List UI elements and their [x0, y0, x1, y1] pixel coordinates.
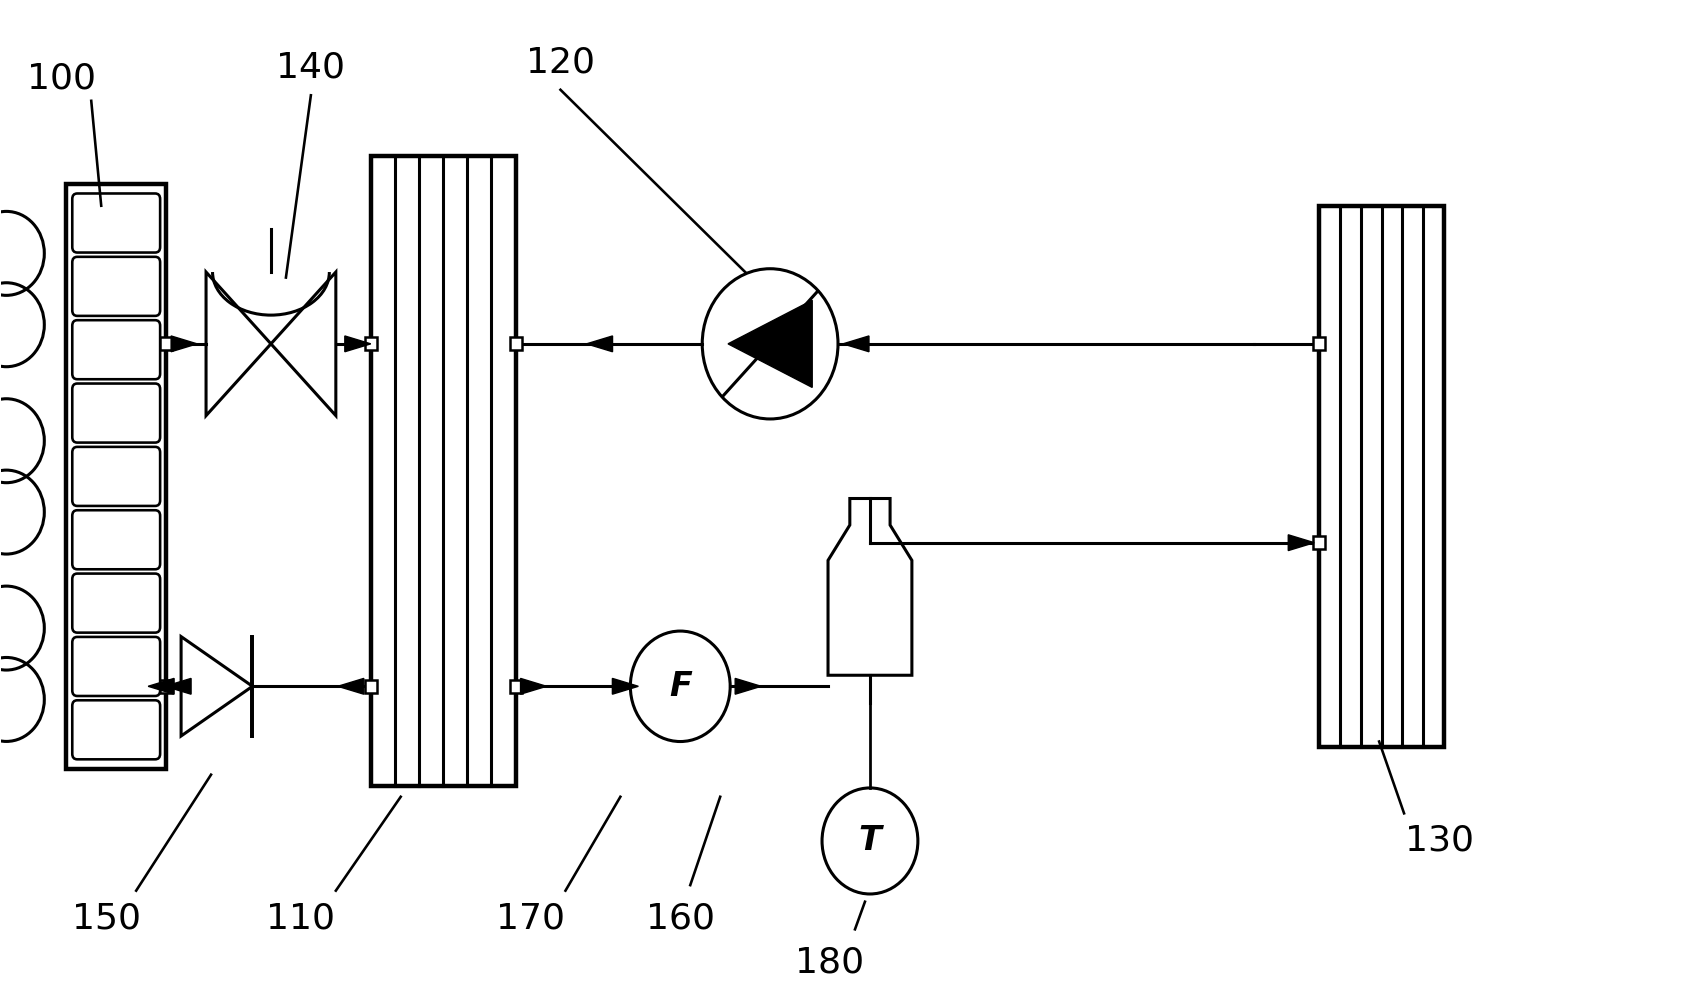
Polygon shape — [148, 678, 174, 694]
Bar — [364, 680, 376, 693]
Polygon shape — [844, 336, 869, 352]
Text: 170: 170 — [496, 901, 565, 935]
Bar — [1319, 205, 1444, 747]
Bar — [509, 337, 521, 351]
Polygon shape — [587, 336, 612, 352]
Text: 180: 180 — [796, 945, 864, 979]
Bar — [364, 337, 376, 351]
Bar — [160, 337, 172, 351]
Polygon shape — [612, 678, 638, 694]
Text: 100: 100 — [27, 62, 96, 96]
Polygon shape — [165, 678, 191, 694]
Text: 140: 140 — [277, 51, 346, 85]
Text: 160: 160 — [646, 901, 715, 935]
Text: 150: 150 — [73, 901, 140, 935]
Text: T: T — [859, 825, 881, 857]
Bar — [509, 680, 521, 693]
Bar — [160, 680, 172, 693]
Bar — [1312, 536, 1326, 549]
Text: 130: 130 — [1405, 824, 1473, 858]
Bar — [66, 183, 165, 769]
Polygon shape — [1289, 534, 1314, 550]
Bar — [371, 157, 516, 786]
Polygon shape — [736, 678, 761, 694]
Polygon shape — [170, 336, 197, 352]
Polygon shape — [337, 678, 364, 694]
Polygon shape — [344, 336, 371, 352]
Text: 110: 110 — [267, 901, 336, 935]
Bar — [1312, 337, 1326, 351]
Text: 120: 120 — [526, 45, 596, 79]
Polygon shape — [729, 300, 811, 388]
Polygon shape — [521, 678, 547, 694]
Text: F: F — [668, 670, 692, 703]
